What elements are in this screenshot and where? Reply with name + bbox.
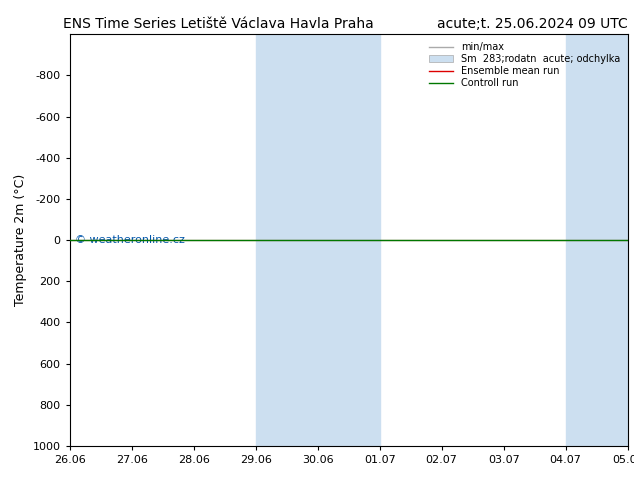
Legend: min/max, Sm  283;rodatn  acute; odchylka, Ensemble mean run, Controll run: min/max, Sm 283;rodatn acute; odchylka, … — [425, 39, 623, 91]
Bar — [256, 34, 380, 446]
Text: © weatheronline.cz: © weatheronline.cz — [75, 235, 185, 245]
Text: acute;t. 25.06.2024 09 UTC: acute;t. 25.06.2024 09 UTC — [437, 17, 628, 31]
Bar — [566, 34, 634, 446]
Text: ENS Time Series Letiště Václava Havla Praha: ENS Time Series Letiště Václava Havla Pr… — [63, 17, 374, 31]
Y-axis label: Temperature 2m (°C): Temperature 2m (°C) — [14, 174, 27, 306]
